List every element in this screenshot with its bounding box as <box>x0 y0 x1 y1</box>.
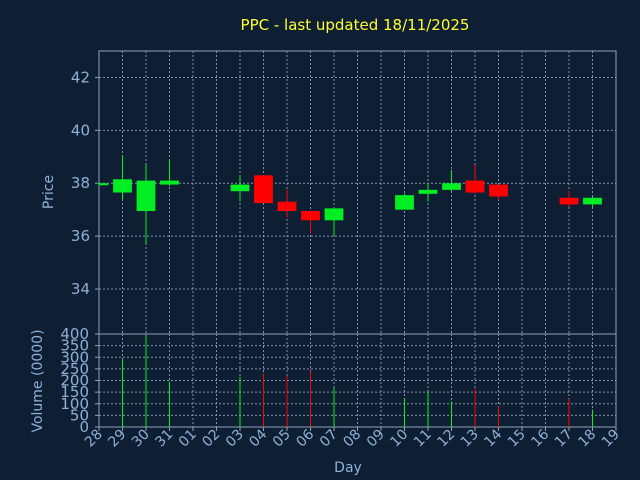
candle-body <box>418 189 438 194</box>
volume-tick-label: 250 <box>60 360 89 378</box>
candle-body <box>301 211 320 221</box>
price-axis-label: Price <box>41 175 57 209</box>
x-tick-label: 05 <box>270 427 294 451</box>
x-tick-label: 15 <box>505 427 529 451</box>
x-tick-label: 14 <box>481 426 505 450</box>
candle-body <box>559 197 579 205</box>
price-tick-label: 36 <box>71 227 90 245</box>
candle-body <box>136 180 156 212</box>
candle-body <box>489 184 508 197</box>
x-tick-label: 17 <box>552 427 576 451</box>
candle-body <box>113 179 132 193</box>
x-tick-label: 03 <box>223 427 247 451</box>
x-tick-label: 29 <box>105 427 129 451</box>
candle-body <box>395 195 414 210</box>
candle-body <box>324 208 344 221</box>
volume-tick-label: 400 <box>60 325 89 343</box>
volume-tick-label: 350 <box>60 337 89 355</box>
x-tick-label: 07 <box>317 427 341 451</box>
candle-body <box>160 180 179 185</box>
x-tick-label: 12 <box>434 427 458 451</box>
x-tick-label: 18 <box>575 427 599 451</box>
x-tick-label: 06 <box>293 426 317 450</box>
x-tick-label: 31 <box>152 427 176 451</box>
price-panel: 34 36 38 40 42 <box>71 50 617 335</box>
candle-body <box>277 201 297 212</box>
price-tick-label: 42 <box>71 68 90 86</box>
volume-tick-label: 300 <box>60 348 89 366</box>
price-tick-label: 38 <box>71 174 90 192</box>
x-tick-label: 16 <box>528 426 552 450</box>
volume-tick-label: 0 <box>79 418 89 436</box>
candle-body <box>254 175 273 204</box>
volume-tick-label: 50 <box>70 406 89 424</box>
x-tick-label: 09 <box>364 427 388 451</box>
candle-body <box>230 184 250 192</box>
candle-body <box>583 197 602 205</box>
x-axis-label: Day <box>334 460 362 476</box>
volume-axis-label: Volume (0000) <box>30 329 46 432</box>
x-tick-label: 04 <box>246 426 270 450</box>
candle-body <box>99 183 109 186</box>
price-tick-label: 40 <box>71 121 90 139</box>
x-tick-label: 13 <box>458 427 482 451</box>
x-tick-label: 01 <box>176 427 200 451</box>
volume-tick-label: 150 <box>60 383 89 401</box>
x-tick-label: 02 <box>199 427 223 451</box>
x-tick-label: 10 <box>387 427 411 451</box>
x-tick-label: 19 <box>599 427 623 451</box>
x-tick-label: 30 <box>129 427 153 451</box>
price-tick-label: 34 <box>71 280 90 298</box>
chart-title: PPC - last updated 18/11/2025 <box>241 16 470 34</box>
x-tick-label: 11 <box>411 427 435 451</box>
x-tick-label: 08 <box>340 427 364 451</box>
volume-tick-label: 200 <box>60 372 89 390</box>
candle-body <box>465 180 485 193</box>
candle-body <box>442 183 461 190</box>
x-tick-labels: 28 29 30 31 01 02 03 04 05 06 07 08 09 10 11 12 13 14 15 16… <box>82 426 623 450</box>
volume-tick-label: 100 <box>60 395 89 413</box>
